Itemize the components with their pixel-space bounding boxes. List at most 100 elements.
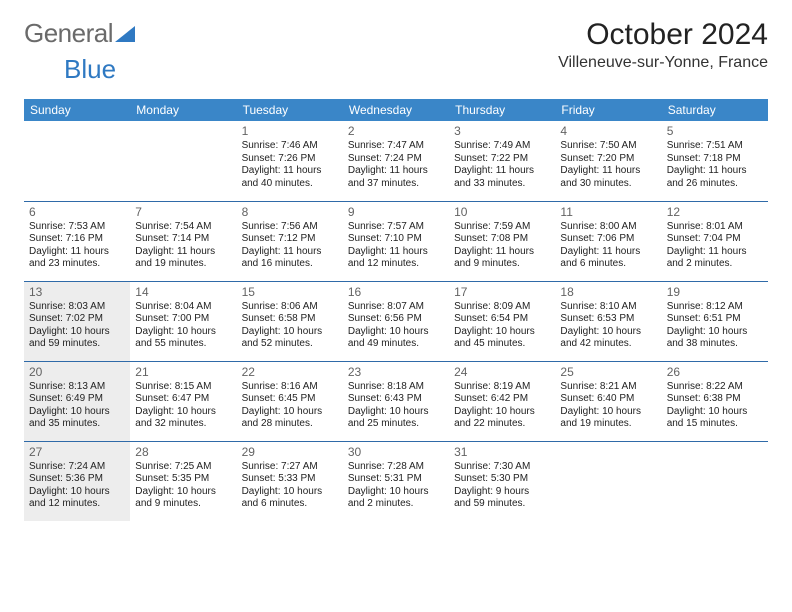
sunrise-text: Sunrise: 8:18 AM [348, 381, 444, 394]
calendar-row: 1Sunrise: 7:46 AMSunset: 7:26 PMDaylight… [24, 121, 768, 201]
daylight-text: and 15 minutes. [667, 418, 763, 431]
daylight-text: and 49 minutes. [348, 338, 444, 351]
sunrise-text: Sunrise: 8:22 AM [667, 381, 763, 394]
sunrise-text: Sunrise: 8:01 AM [667, 221, 763, 234]
brand-logo: General [24, 18, 135, 49]
daylight-text: and 28 minutes. [242, 418, 338, 431]
daylight-text: and 12 minutes. [348, 258, 444, 271]
sunrise-text: Sunrise: 8:12 AM [667, 301, 763, 314]
calendar-cell: 24Sunrise: 8:19 AMSunset: 6:42 PMDayligh… [449, 361, 555, 441]
sunrise-text: Sunrise: 8:10 AM [560, 301, 656, 314]
daylight-text: and 2 minutes. [667, 258, 763, 271]
sunset-text: Sunset: 7:04 PM [667, 233, 763, 246]
daylight-text: and 2 minutes. [348, 498, 444, 511]
day-number: 16 [348, 285, 444, 300]
day-number: 22 [242, 365, 338, 380]
daylight-text: and 9 minutes. [454, 258, 550, 271]
calendar-cell: 4Sunrise: 7:50 AMSunset: 7:20 PMDaylight… [555, 121, 661, 201]
calendar-cell: 20Sunrise: 8:13 AMSunset: 6:49 PMDayligh… [24, 361, 130, 441]
sunrise-text: Sunrise: 7:51 AM [667, 140, 763, 153]
sunrise-text: Sunrise: 7:47 AM [348, 140, 444, 153]
daylight-text: and 9 minutes. [135, 498, 231, 511]
sunrise-text: Sunrise: 7:30 AM [454, 461, 550, 474]
sunset-text: Sunset: 6:43 PM [348, 393, 444, 406]
brand-part1: General [24, 18, 113, 49]
daylight-text: and 45 minutes. [454, 338, 550, 351]
daylight-text: Daylight: 11 hours [135, 246, 231, 259]
sunset-text: Sunset: 5:35 PM [135, 473, 231, 486]
daylight-text: Daylight: 9 hours [454, 486, 550, 499]
daylight-text: and 6 minutes. [242, 498, 338, 511]
day-number: 4 [560, 124, 656, 139]
daylight-text: and 23 minutes. [29, 258, 125, 271]
daylight-text: Daylight: 11 hours [667, 246, 763, 259]
sunrise-text: Sunrise: 7:59 AM [454, 221, 550, 234]
day-number: 28 [135, 445, 231, 460]
sunrise-text: Sunrise: 8:13 AM [29, 381, 125, 394]
daylight-text: Daylight: 11 hours [29, 246, 125, 259]
calendar-cell: 12Sunrise: 8:01 AMSunset: 7:04 PMDayligh… [662, 201, 768, 281]
calendar-cell: 27Sunrise: 7:24 AMSunset: 5:36 PMDayligh… [24, 441, 130, 521]
day-number: 31 [454, 445, 550, 460]
daylight-text: Daylight: 10 hours [29, 326, 125, 339]
daylight-text: Daylight: 10 hours [560, 406, 656, 419]
daylight-text: Daylight: 11 hours [560, 165, 656, 178]
day-header-row: Sunday Monday Tuesday Wednesday Thursday… [24, 99, 768, 121]
day-number: 15 [242, 285, 338, 300]
daylight-text: Daylight: 10 hours [29, 406, 125, 419]
calendar-cell: 14Sunrise: 8:04 AMSunset: 7:00 PMDayligh… [130, 281, 236, 361]
day-number: 5 [667, 124, 763, 139]
sunset-text: Sunset: 7:14 PM [135, 233, 231, 246]
sunset-text: Sunset: 7:16 PM [29, 233, 125, 246]
daylight-text: Daylight: 10 hours [454, 406, 550, 419]
calendar-cell: 3Sunrise: 7:49 AMSunset: 7:22 PMDaylight… [449, 121, 555, 201]
sunset-text: Sunset: 7:12 PM [242, 233, 338, 246]
day-header: Friday [555, 99, 661, 121]
day-number: 21 [135, 365, 231, 380]
calendar-cell: 31Sunrise: 7:30 AMSunset: 5:30 PMDayligh… [449, 441, 555, 521]
day-number: 24 [454, 365, 550, 380]
sunrise-text: Sunrise: 8:09 AM [454, 301, 550, 314]
sunrise-text: Sunrise: 8:07 AM [348, 301, 444, 314]
daylight-text: Daylight: 10 hours [348, 406, 444, 419]
sunrise-text: Sunrise: 7:25 AM [135, 461, 231, 474]
daylight-text: Daylight: 11 hours [560, 246, 656, 259]
sunset-text: Sunset: 6:47 PM [135, 393, 231, 406]
day-number: 11 [560, 205, 656, 220]
daylight-text: and 25 minutes. [348, 418, 444, 431]
day-header: Wednesday [343, 99, 449, 121]
day-number: 10 [454, 205, 550, 220]
daylight-text: and 52 minutes. [242, 338, 338, 351]
day-number: 25 [560, 365, 656, 380]
daylight-text: and 59 minutes. [29, 338, 125, 351]
sunset-text: Sunset: 7:24 PM [348, 153, 444, 166]
daylight-text: Daylight: 10 hours [242, 326, 338, 339]
day-number: 8 [242, 205, 338, 220]
day-number: 23 [348, 365, 444, 380]
calendar-cell: 18Sunrise: 8:10 AMSunset: 6:53 PMDayligh… [555, 281, 661, 361]
day-number: 20 [29, 365, 125, 380]
sunset-text: Sunset: 7:06 PM [560, 233, 656, 246]
sunset-text: Sunset: 7:00 PM [135, 313, 231, 326]
sunrise-text: Sunrise: 7:24 AM [29, 461, 125, 474]
sunrise-text: Sunrise: 7:56 AM [242, 221, 338, 234]
sunset-text: Sunset: 6:56 PM [348, 313, 444, 326]
daylight-text: Daylight: 11 hours [348, 246, 444, 259]
daylight-text: Daylight: 11 hours [242, 165, 338, 178]
sunrise-text: Sunrise: 7:28 AM [348, 461, 444, 474]
brand-part2: Blue [64, 54, 116, 84]
calendar-cell: 29Sunrise: 7:27 AMSunset: 5:33 PMDayligh… [237, 441, 343, 521]
sunrise-text: Sunrise: 7:50 AM [560, 140, 656, 153]
daylight-text: Daylight: 10 hours [242, 406, 338, 419]
calendar-cell: 17Sunrise: 8:09 AMSunset: 6:54 PMDayligh… [449, 281, 555, 361]
sunset-text: Sunset: 6:54 PM [454, 313, 550, 326]
daylight-text: and 12 minutes. [29, 498, 125, 511]
calendar-cell: 9Sunrise: 7:57 AMSunset: 7:10 PMDaylight… [343, 201, 449, 281]
daylight-text: Daylight: 11 hours [454, 246, 550, 259]
calendar-cell: 8Sunrise: 7:56 AMSunset: 7:12 PMDaylight… [237, 201, 343, 281]
day-number: 17 [454, 285, 550, 300]
day-header: Saturday [662, 99, 768, 121]
calendar-cell: 10Sunrise: 7:59 AMSunset: 7:08 PMDayligh… [449, 201, 555, 281]
calendar-cell [24, 121, 130, 201]
calendar-cell: 30Sunrise: 7:28 AMSunset: 5:31 PMDayligh… [343, 441, 449, 521]
